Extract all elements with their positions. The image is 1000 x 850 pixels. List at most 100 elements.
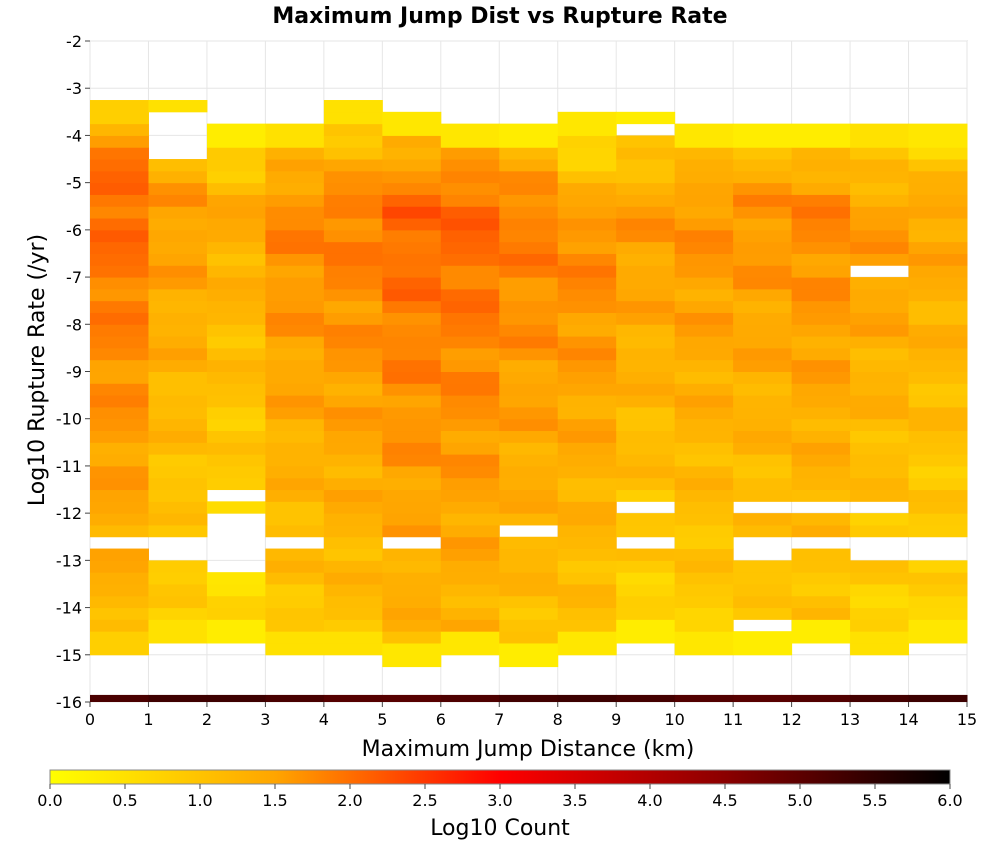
- heatmap-cell: [791, 548, 851, 561]
- heatmap-cell: [90, 524, 149, 538]
- colorbar-tick-label: 0.0: [37, 791, 62, 810]
- heatmap-cell: [850, 253, 910, 266]
- heatmap-cell: [206, 241, 266, 254]
- heatmap-cell: [908, 583, 968, 597]
- heatmap-cell: [90, 111, 149, 125]
- heatmap-cell: [440, 159, 500, 172]
- heatmap-cell: [616, 359, 676, 372]
- heatmap-cell: [674, 371, 734, 384]
- heatmap-cell: [206, 595, 266, 609]
- heatmap-cell: [148, 159, 208, 172]
- heatmap-cell: [733, 477, 793, 491]
- heatmap-cell: [265, 147, 325, 160]
- heatmap-cell: [440, 135, 500, 148]
- heatmap-cell: [323, 395, 383, 408]
- heatmap-cell: [148, 560, 208, 573]
- heatmap-cell: [323, 265, 383, 278]
- heatmap-cell: [323, 100, 383, 113]
- heatmap-cell: [382, 454, 442, 467]
- heatmap-cell: [557, 418, 617, 432]
- heatmap-cell: [499, 383, 559, 396]
- heatmap-cell: [206, 465, 266, 479]
- heatmap-cell: [557, 123, 617, 136]
- heatmap-cell: [90, 300, 149, 313]
- heatmap-cell: [674, 170, 734, 184]
- x-tick-label: 0: [85, 710, 95, 729]
- heatmap-cell: [90, 324, 149, 337]
- heatmap-cell: [90, 642, 149, 656]
- heatmap-cell: [674, 123, 734, 136]
- heatmap-cell: [733, 513, 793, 526]
- heatmap-cell: [908, 147, 968, 160]
- heatmap-cell: [382, 406, 442, 420]
- heatmap-cell: [382, 642, 442, 656]
- heatmap-cell: [557, 277, 617, 290]
- heatmap-cell: [499, 583, 559, 597]
- heatmap-cell: [148, 371, 208, 384]
- heatmap-cell: [674, 147, 734, 160]
- heatmap-cell: [323, 170, 383, 184]
- heatmap-cell: [557, 182, 617, 195]
- heatmap-cell: [382, 501, 442, 514]
- heatmap-cell: [557, 347, 617, 361]
- heatmap-cell: [440, 265, 500, 278]
- heatmap-cell: [733, 454, 793, 467]
- heatmap-cell: [850, 218, 910, 231]
- heatmap-cell: [90, 631, 149, 644]
- heatmap-cell: [90, 159, 149, 172]
- heatmap-cell: [557, 489, 617, 502]
- heatmap-cell: [206, 194, 266, 207]
- heatmap-cell: [674, 312, 734, 325]
- heatmap-cell: [323, 418, 383, 432]
- heatmap-cell: [791, 359, 851, 372]
- heatmap-cell: [499, 159, 559, 172]
- heatmap-cell: [850, 524, 910, 538]
- heatmap-cell: [265, 524, 325, 538]
- heatmap-cell: [323, 347, 383, 361]
- heatmap-cell: [557, 312, 617, 325]
- heatmap-cell: [440, 371, 500, 384]
- x-tick-label: 8: [553, 710, 563, 729]
- heatmap-cell: [908, 170, 968, 184]
- heatmap-cell: [148, 583, 208, 597]
- heatmap-cell: [323, 218, 383, 231]
- heatmap-cell: [733, 194, 793, 207]
- colorbar-tick-label: 4.0: [637, 791, 662, 810]
- heatmap-cell: [674, 383, 734, 396]
- heatmap-cell: [850, 513, 910, 526]
- heatmap-cell: [557, 501, 617, 514]
- heatmap-cell: [265, 430, 325, 443]
- heatmap-cell: [90, 277, 149, 290]
- heatmap-cell: [791, 135, 851, 148]
- heatmap-cell: [499, 418, 559, 432]
- heatmap-cell: [908, 347, 968, 361]
- heatmap-cell: [323, 312, 383, 325]
- heatmap-cell: [265, 300, 325, 313]
- heatmap-cell: [908, 383, 968, 396]
- heatmap-cell: [440, 383, 500, 396]
- heatmap-cell: [908, 572, 968, 585]
- heatmap-cell: [850, 418, 910, 432]
- heatmap-cell: [323, 536, 383, 550]
- heatmap-cell: [791, 170, 851, 184]
- heatmap-cell: [323, 300, 383, 313]
- colorbar-tick-label: 3.5: [562, 791, 587, 810]
- heatmap-cell: [674, 159, 734, 172]
- heatmap-cell: [791, 347, 851, 361]
- heatmap-cell: [499, 513, 559, 526]
- heatmap-cell: [382, 371, 442, 384]
- heatmap-cell: [733, 312, 793, 325]
- heatmap-cell: [323, 159, 383, 172]
- heatmap-cell: [850, 631, 910, 644]
- heatmap-cell: [499, 536, 559, 550]
- heatmap-cell: [557, 359, 617, 372]
- heatmap-cell: [791, 383, 851, 396]
- heatmap-cell: [850, 347, 910, 361]
- heatmap-cell: [674, 288, 734, 302]
- heatmap-cell: [850, 147, 910, 160]
- heatmap-cell: [733, 159, 793, 172]
- heatmap-cell: [499, 206, 559, 219]
- heatmap-cell: [674, 253, 734, 266]
- x-tick-label: 4: [319, 710, 329, 729]
- heatmap-cell: [674, 442, 734, 455]
